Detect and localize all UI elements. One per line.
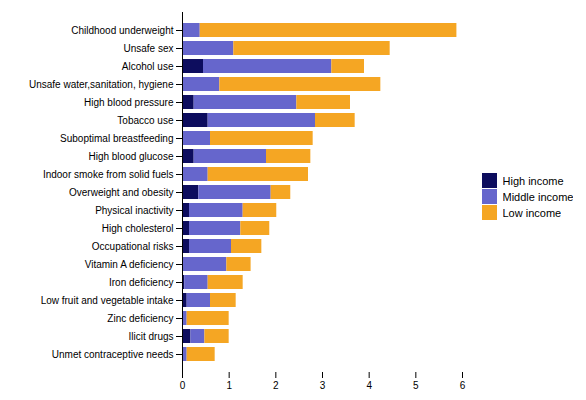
svg-text:Physical inactivity: Physical inactivity xyxy=(95,205,173,216)
svg-text:Unsafe water,sanitation, hygie: Unsafe water,sanitation, hygiene xyxy=(29,79,174,90)
svg-text:Overweight and obesity: Overweight and obesity xyxy=(69,187,174,198)
svg-text:Vitamin A deficiency: Vitamin A deficiency xyxy=(85,259,174,270)
svg-text:2: 2 xyxy=(273,380,279,391)
svg-text:High cholesterol: High cholesterol xyxy=(102,223,174,234)
svg-text:Zinc deficiency: Zinc deficiency xyxy=(107,313,173,324)
svg-text:3: 3 xyxy=(320,380,326,391)
svg-text:6: 6 xyxy=(460,380,466,391)
svg-text:Alcohol use: Alcohol use xyxy=(122,61,174,72)
svg-text:Childhood underweight: Childhood underweight xyxy=(71,25,174,36)
html-text:Middle income: Middle income xyxy=(502,190,574,203)
svg-text:Unmet contraceptive needs: Unmet contraceptive needs xyxy=(52,349,174,360)
svg-text:High blood pressure: High blood pressure xyxy=(84,97,174,108)
svg-text:Unsafe sex: Unsafe sex xyxy=(123,43,173,54)
svg-text:Indoor smoke from solid fuels: Indoor smoke from solid fuels xyxy=(43,169,174,180)
html-text:High income: High income xyxy=(502,174,564,187)
svg-text:0: 0 xyxy=(180,380,186,391)
svg-text:Ilicit drugs: Ilicit drugs xyxy=(128,331,173,342)
svg-text:5: 5 xyxy=(413,380,419,391)
svg-text:Tobacco use: Tobacco use xyxy=(117,115,174,126)
svg-text:High blood glucose: High blood glucose xyxy=(88,151,173,162)
svg-text:4: 4 xyxy=(366,380,372,391)
svg-text:1: 1 xyxy=(226,380,232,391)
svg-text:Iron deficiency: Iron deficiency xyxy=(109,277,173,288)
svg-text:Occupational risks: Occupational risks xyxy=(92,241,174,252)
html-text:Low income: Low income xyxy=(502,206,562,219)
svg-text:Low fruit and vegetable intake: Low fruit and vegetable intake xyxy=(41,295,174,306)
svg-text:Suboptimal breastfeeding: Suboptimal breastfeeding xyxy=(60,133,173,144)
